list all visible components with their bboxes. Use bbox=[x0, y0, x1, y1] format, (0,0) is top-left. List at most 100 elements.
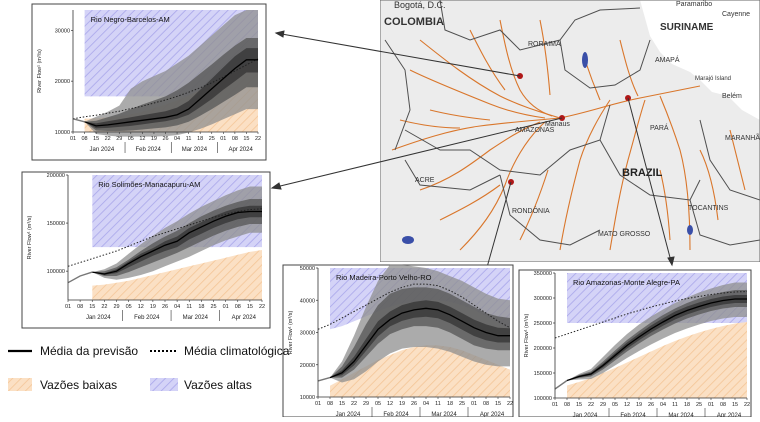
x-tick-label: 15 bbox=[339, 401, 345, 407]
month-label: Mar 2024 bbox=[431, 412, 457, 417]
x-tick-label: 26 bbox=[162, 136, 168, 142]
x-tick-label: 15 bbox=[89, 304, 95, 310]
forecast-mean-line bbox=[329, 307, 510, 379]
legend-high-swatch bbox=[150, 378, 178, 391]
x-tick-label: 25 bbox=[210, 304, 216, 310]
x-tick-label: 08 bbox=[720, 402, 726, 408]
y-tick-label: 10000 bbox=[300, 395, 315, 401]
x-tick-label: 08 bbox=[232, 136, 238, 142]
x-tick-label: 26 bbox=[162, 304, 168, 310]
y-axis-label: River Flow¹ (m³/s) bbox=[37, 49, 43, 93]
x-tick-label: 19 bbox=[636, 402, 642, 408]
x-tick-label: 29 bbox=[363, 401, 369, 407]
label-acre: ACRE bbox=[415, 177, 435, 184]
forecast-envelope-core bbox=[92, 205, 262, 275]
x-tick-label: 26 bbox=[648, 402, 654, 408]
month-label: Apr 2024 bbox=[232, 315, 257, 321]
y-axis-label: River Flow¹ (m³/s) bbox=[27, 215, 33, 259]
chart-title: Rio Madeira-Porto Velho-RO bbox=[336, 273, 432, 282]
month-label: Apr 2024 bbox=[480, 412, 505, 417]
x-tick-label: 25 bbox=[696, 402, 702, 408]
x-tick-label: 25 bbox=[209, 136, 215, 142]
x-tick-label: 08 bbox=[77, 304, 83, 310]
label-amazonas: AMAZONAS bbox=[515, 127, 555, 134]
observed-line bbox=[554, 379, 568, 390]
chart-rio-amazonas-monte-alegre: 100000 150000 200000 250000 300000 350000 01 08… bbox=[518, 269, 752, 419]
x-tick-label: 12 bbox=[624, 402, 630, 408]
y-tick-label: 50000 bbox=[300, 266, 315, 272]
label-amapa: AMAPÁ bbox=[655, 55, 680, 64]
x-tick-label: 29 bbox=[116, 136, 122, 142]
y-tick-label: 100000 bbox=[534, 396, 552, 402]
month-label: Jan 2024 bbox=[86, 315, 111, 321]
x-tick-label: 29 bbox=[600, 402, 606, 408]
x-tick-label: 05 bbox=[126, 304, 132, 310]
x-tick-label: 19 bbox=[399, 401, 405, 407]
low-flow-region bbox=[92, 250, 262, 300]
month-label: Apr 2024 bbox=[717, 413, 742, 417]
month-label: Feb 2024 bbox=[135, 147, 161, 153]
y-tick-label: 40000 bbox=[300, 298, 315, 304]
forecast-mean-line bbox=[566, 298, 747, 382]
x-tick-label: 18 bbox=[447, 401, 453, 407]
x-tick-label: 22 bbox=[105, 136, 111, 142]
label-tocantins: TOCANTINS bbox=[688, 205, 729, 212]
forecast-envelope-inner bbox=[330, 287, 510, 378]
x-tick-label: 15 bbox=[576, 402, 582, 408]
x-tick-label: 04 bbox=[174, 136, 180, 142]
map-ocean bbox=[640, 0, 760, 120]
month-label: Apr 2024 bbox=[228, 147, 253, 153]
forecast-envelope-core bbox=[567, 295, 747, 381]
label-rondonia: RONDÔNIA bbox=[512, 206, 550, 215]
map-lakes bbox=[402, 52, 693, 244]
x-tick-label: 11 bbox=[435, 401, 441, 407]
chart-rio-negro-barcelos: 10000 20000 30000 01 08 15 22 29 05 12 19 26 04 11 18 2… bbox=[31, 3, 267, 161]
y-tick-label: 20000 bbox=[300, 363, 315, 369]
label-mato-grosso: MATO GROSSO bbox=[598, 231, 651, 238]
chart-title: Rio Solimões-Manacapuru-AM bbox=[98, 180, 200, 189]
x-tick-label: 01 bbox=[220, 136, 226, 142]
label-brazil: BRAZIL bbox=[622, 167, 663, 179]
label-belem: Belém bbox=[722, 93, 742, 100]
x-tick-label: 01 bbox=[708, 402, 714, 408]
x-tick-label: 15 bbox=[247, 304, 253, 310]
y-tick-label: 30000 bbox=[55, 28, 70, 34]
forecast-mean-line bbox=[84, 59, 258, 127]
x-tick-label: 15 bbox=[495, 401, 501, 407]
x-tick-label: 05 bbox=[128, 136, 134, 142]
map-rivers bbox=[391, 19, 746, 251]
x-tick-label: 22 bbox=[101, 304, 107, 310]
y-axis-label: River Flow¹ (m³/s) bbox=[288, 310, 294, 354]
x-tick-label: 01 bbox=[65, 304, 71, 310]
month-label: Jan 2024 bbox=[90, 147, 115, 153]
x-tick-label: 08 bbox=[82, 136, 88, 142]
x-tick-label: 18 bbox=[198, 304, 204, 310]
chart-title: Rio Amazonas-Monte Alegre-PA bbox=[573, 278, 680, 287]
observed-line bbox=[72, 118, 85, 123]
x-tick-label: 05 bbox=[375, 401, 381, 407]
x-tick-label: 08 bbox=[327, 401, 333, 407]
x-tick-label: 01 bbox=[471, 401, 477, 407]
climatology-line bbox=[554, 291, 748, 339]
y-tick-label: 30000 bbox=[300, 331, 315, 337]
legend-low-swatch bbox=[8, 378, 32, 391]
x-tick-label: 18 bbox=[197, 136, 203, 142]
month-label: Jan 2024 bbox=[336, 412, 361, 417]
x-tick-label: 26 bbox=[411, 401, 417, 407]
x-tick-label: 22 bbox=[744, 402, 750, 408]
x-tick-label: 08 bbox=[235, 304, 241, 310]
x-tick-label: 22 bbox=[255, 136, 261, 142]
label-marajo: Marajó Island bbox=[695, 76, 731, 82]
chart-title: Rio Negro-Barcelos-AM bbox=[91, 15, 170, 24]
y-axis-label: River Flow¹ (m³/s) bbox=[524, 313, 530, 357]
chart-rio-solimoes-manacapuru: 100000 150000 200000 01 08 15 22 29 05 12 19 26 04 11… bbox=[21, 171, 271, 329]
month-label: Feb 2024 bbox=[383, 412, 409, 417]
x-tick-label: 15 bbox=[732, 402, 738, 408]
x-tick-label: 04 bbox=[423, 401, 429, 407]
x-tick-label: 12 bbox=[138, 304, 144, 310]
y-tick-label: 150000 bbox=[534, 371, 552, 377]
label-manaus: Manaus bbox=[545, 121, 570, 128]
x-tick-label: 11 bbox=[186, 136, 192, 142]
